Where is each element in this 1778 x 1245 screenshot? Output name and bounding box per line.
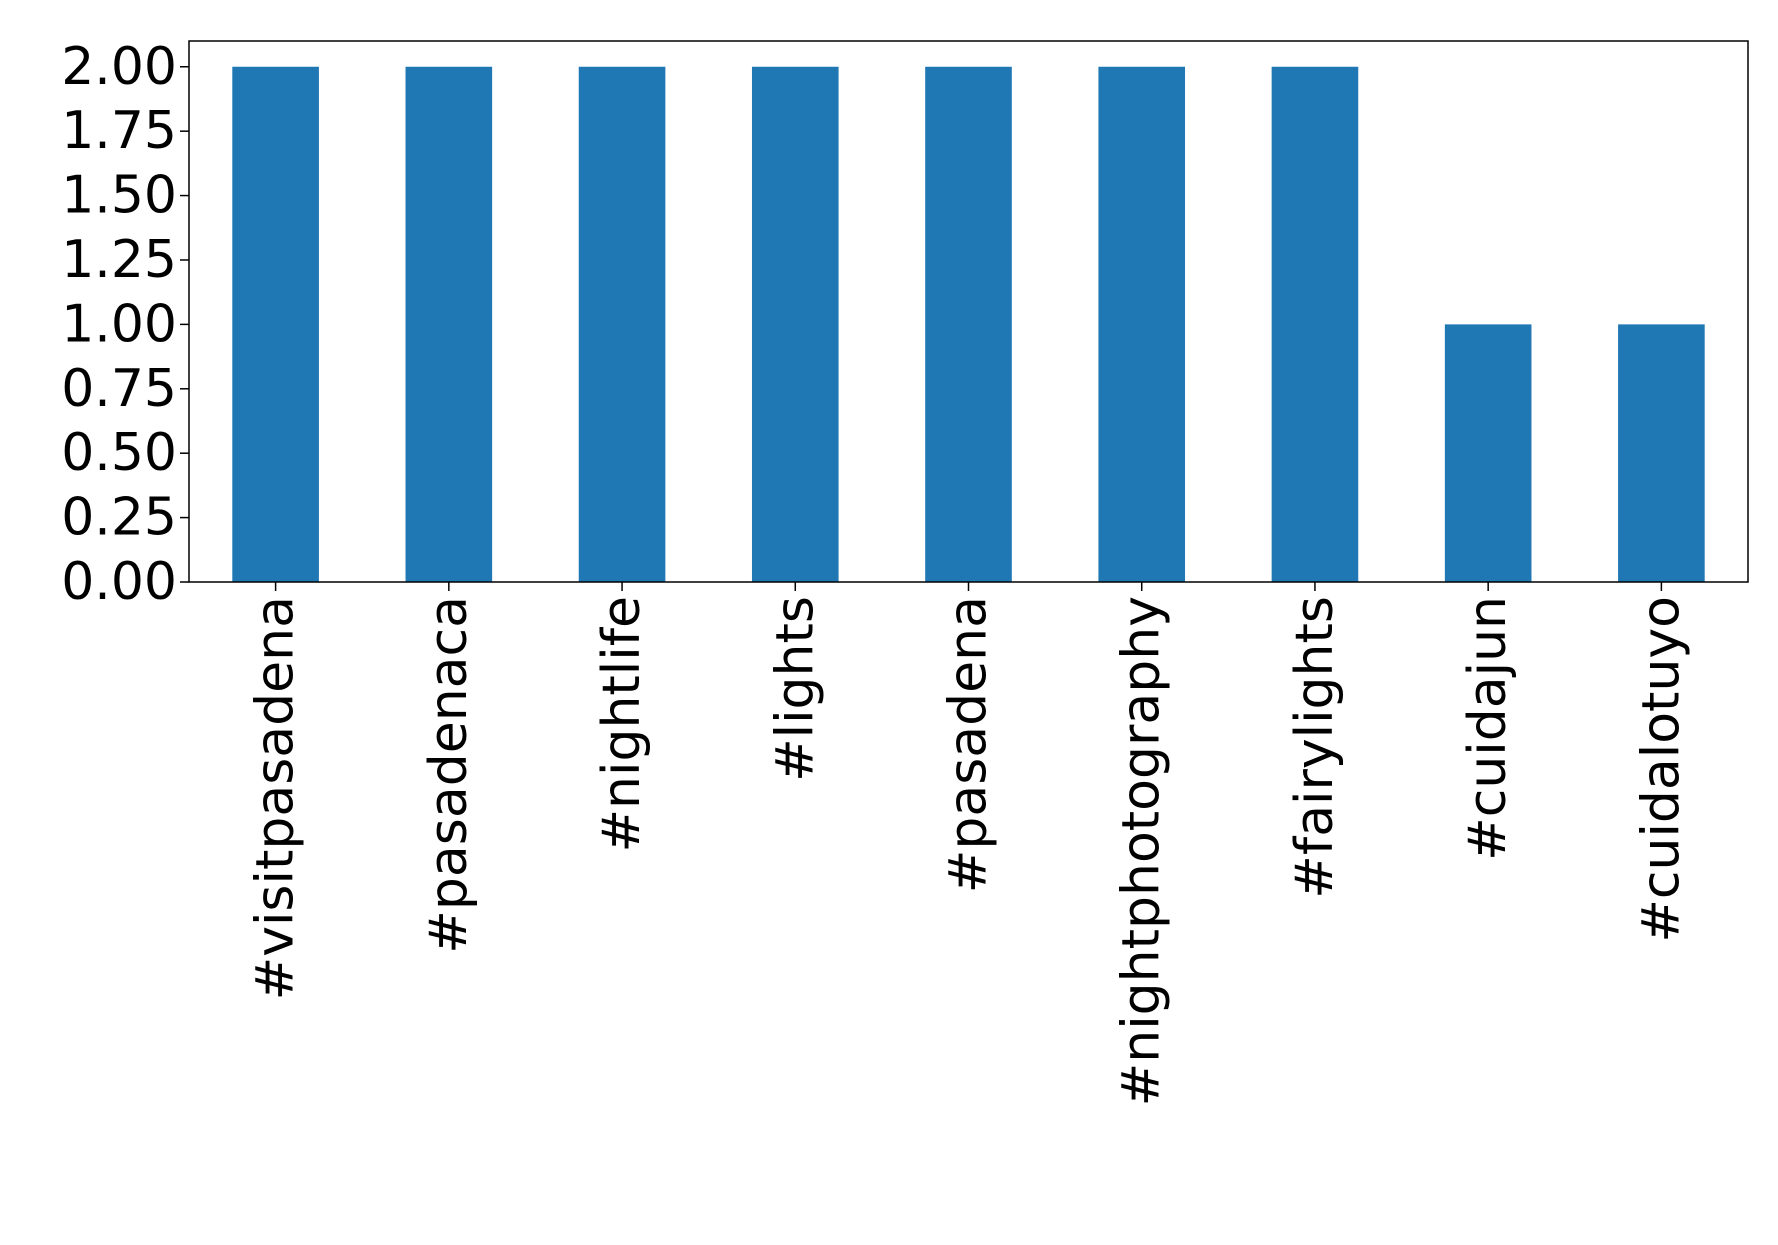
x-tick-label: #pasadenaca	[419, 596, 479, 954]
y-tick-label: 0.75	[61, 359, 177, 419]
y-tick-label: 1.50	[61, 166, 177, 226]
x-tick-label: #lights	[765, 596, 825, 782]
y-tick-label: 0.25	[61, 488, 177, 548]
x-tick-label: #cuidajun	[1458, 596, 1518, 861]
x-tick-label: #nightphotography	[1112, 596, 1172, 1106]
x-tick-label: #nightlife	[592, 596, 652, 853]
plot-frame	[188, 40, 1749, 583]
bar	[751, 66, 839, 582]
y-tick-label: 2.00	[61, 37, 177, 97]
y-tick-label: 1.25	[61, 230, 177, 290]
bar	[1618, 324, 1705, 582]
bar	[1444, 324, 1532, 582]
bar	[925, 66, 1012, 582]
y-tick-label: 0.00	[61, 552, 177, 612]
bar	[578, 66, 666, 582]
bar	[405, 66, 493, 582]
x-tick-label: #cuidalotuyo	[1631, 596, 1691, 943]
x-tick-label: #fairylights	[1285, 596, 1345, 899]
y-tick-label: 1.00	[61, 294, 177, 354]
bar	[1098, 66, 1186, 582]
x-tick-label: #visitpasadena	[246, 596, 306, 1000]
x-tick-label: #pasadena	[939, 596, 999, 893]
y-tick-label: 0.50	[61, 423, 177, 483]
y-tick-label: 1.75	[61, 101, 177, 161]
bar	[232, 66, 319, 582]
bar	[1271, 66, 1359, 582]
